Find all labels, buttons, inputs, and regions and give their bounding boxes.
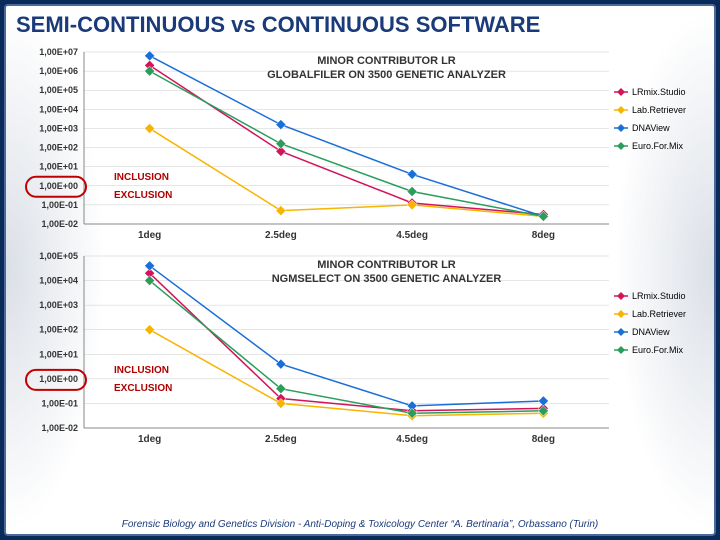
inclusion-label: INCLUSION [114,365,169,376]
data-marker [145,123,155,133]
data-marker [407,187,417,197]
data-marker [276,120,286,130]
legend-marker [617,292,625,300]
data-marker [276,206,286,216]
legend-marker [617,142,625,150]
y-axis-label: 1,00E+00 [39,181,78,191]
legend-label: LRmix.Studio [632,87,686,97]
inclusion-label: INCLUSION [114,172,169,183]
chart-globalfiler: 1,00E+07 1,00E+06 1,00E+05 1,00E+04 1,00E+03… [14,44,706,244]
chart-subtitle: MINOR CONTRIBUTOR LR [317,55,456,67]
legend-marker [617,106,625,114]
y-axis-label: 1,00E+04 [39,276,78,286]
y-axis-label: 1,00E+07 [39,47,78,57]
y-axis-label: 1,00E+06 [39,66,78,76]
y-axis-label: 1,00E+04 [39,104,78,114]
data-marker [407,169,417,179]
x-axis-label: 8deg [532,230,555,241]
data-marker [276,139,286,149]
y-axis-label: 1,00E+03 [39,300,78,310]
legend-marker [617,124,625,132]
y-axis-label: 1,00E+05 [39,85,78,95]
chart-subtitle: MINOR CONTRIBUTOR LR [317,259,456,271]
legend-marker [617,88,625,96]
legend-label: DNAView [632,123,670,133]
series-line [150,266,544,406]
legend-label: Lab.Retriever [632,105,686,115]
footer-text: Forensic Biology and Genetics Division -… [6,519,714,530]
x-axis-label: 2.5deg [265,230,297,241]
legend-label: DNAView [632,327,670,337]
x-axis-label: 2.5deg [265,434,297,445]
y-axis-label: 1,00E+00 [39,374,78,384]
series-line [150,273,544,411]
series-line [150,65,544,214]
y-axis-label: 1,00E+02 [39,325,78,335]
y-axis-label: 1,00E+03 [39,123,78,133]
legend-label: Euro.For.Mix [632,345,684,355]
legend-label: Euro.For.Mix [632,141,684,151]
series-line [150,128,544,216]
y-axis-label: 1,00E-01 [41,200,78,210]
series-line [150,281,544,414]
chart-ngmselect: 1,00E+05 1,00E+04 1,00E+03 1,00E+02 1,00E+01… [14,248,706,448]
x-axis-label: 4.5deg [396,230,428,241]
series-line [150,71,544,216]
page-title: SEMI-CONTINUOUS vs CONTINUOUS SOFTWARE [6,6,714,40]
y-axis-label: 1,00E-02 [41,423,78,433]
y-axis-label: 1,00E+02 [39,143,78,153]
y-axis-label: 1,00E+01 [39,162,78,172]
data-marker [145,51,155,61]
legend-label: Lab.Retriever [632,309,686,319]
y-axis-label: 1,00E-01 [41,398,78,408]
exclusion-label: EXCLUSION [114,383,172,394]
x-axis-label: 4.5deg [396,434,428,445]
y-axis-label: 1,00E+01 [39,349,78,359]
x-axis-label: 1deg [138,434,161,445]
x-axis-label: 1deg [138,230,161,241]
chart-subtitle: GLOBALFILER ON 3500 GENETIC ANALYZER [267,69,506,81]
chart-subtitle: NGMSELECT ON 3500 GENETIC ANALYZER [272,273,502,285]
y-axis-label: 1,00E+05 [39,251,78,261]
data-marker [145,325,155,335]
exclusion-label: EXCLUSION [114,190,172,201]
y-axis-label: 1,00E-02 [41,219,78,229]
legend-marker [617,310,625,318]
x-axis-label: 8deg [532,434,555,445]
legend-label: LRmix.Studio [632,291,686,301]
legend-marker [617,328,625,336]
legend-marker [617,346,625,354]
data-marker [538,396,548,406]
